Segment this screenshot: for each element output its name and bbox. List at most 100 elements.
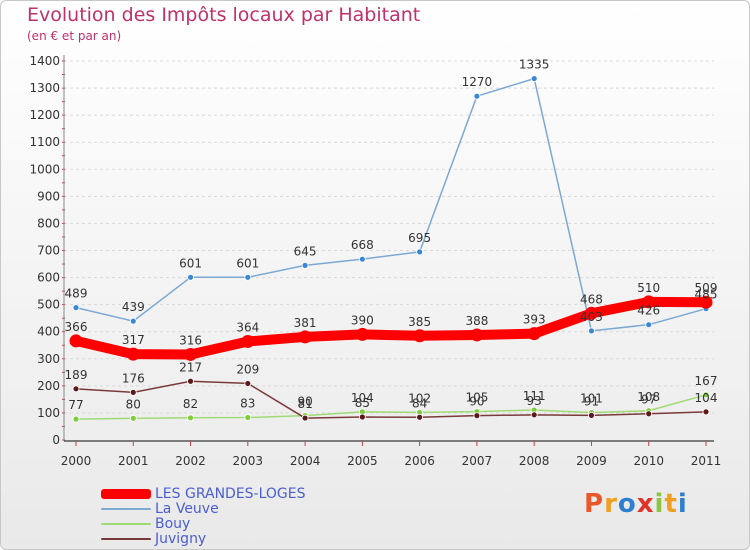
data-label: 668: [351, 238, 374, 252]
data-label: 601: [179, 256, 202, 270]
y-tick-label: 700: [37, 244, 60, 258]
data-label: 489: [65, 287, 88, 301]
data-point: [241, 334, 255, 348]
data-label: 101: [580, 392, 603, 406]
data-label: 601: [236, 256, 259, 270]
data-label: 381: [294, 316, 317, 330]
data-point: [187, 414, 194, 422]
data-point: [72, 385, 80, 393]
chart-subtitle: (en € et par an): [27, 29, 122, 43]
data-point: [530, 411, 538, 419]
data-point: [413, 329, 427, 343]
legend-item: Juvigny: [101, 531, 206, 547]
data-point: [301, 261, 309, 269]
data-point: [244, 273, 252, 281]
logo-letter: P: [584, 489, 605, 519]
data-point: [702, 391, 710, 399]
data-label: 645: [294, 244, 317, 258]
data-label: 80: [126, 397, 141, 411]
data-point: [702, 408, 710, 416]
data-label: 426: [637, 304, 660, 318]
legend-swatch: [101, 489, 151, 499]
y-tick-label: 1300: [29, 81, 60, 95]
data-label: 695: [408, 231, 431, 245]
data-point: [358, 255, 366, 263]
logo-letter: o: [617, 489, 637, 519]
data-point: [72, 415, 80, 423]
data-label: 102: [408, 391, 431, 405]
x-tick-label: 2002: [175, 454, 206, 468]
y-tick-label: 1200: [29, 108, 60, 122]
proxiti-logo: Proxiti: [584, 489, 688, 519]
data-point: [355, 327, 369, 341]
data-point: [244, 380, 252, 387]
data-label: 439: [122, 300, 145, 314]
series-line: [71, 296, 711, 360]
data-point: [358, 413, 366, 421]
data-label: 403: [580, 310, 603, 324]
data-label: 104: [351, 391, 374, 405]
y-tick-label: 600: [37, 271, 60, 285]
data-label: 83: [240, 397, 255, 411]
y-tick-label: 800: [37, 216, 60, 230]
data-label: 93: [527, 394, 542, 408]
data-label: 84: [412, 396, 427, 410]
x-tick-label: 2005: [347, 454, 378, 468]
data-label: 81: [297, 397, 312, 411]
legend-label: LES GRANDES-LOGES: [155, 486, 306, 502]
y-tick-label: 1000: [29, 162, 60, 176]
data-label: 390: [351, 313, 374, 327]
data-label: 317: [122, 333, 145, 347]
data-label: 316: [179, 333, 202, 347]
data-point: [584, 306, 598, 320]
x-tick-label: 2004: [290, 454, 321, 468]
x-tick-label: 2008: [519, 454, 550, 468]
y-tick-label: 100: [37, 406, 60, 420]
logo-letter: i: [677, 489, 688, 519]
data-label: 189: [65, 368, 88, 382]
y-tick-label: 500: [37, 298, 60, 312]
data-point: [416, 413, 424, 421]
data-point: [244, 414, 252, 421]
logo-letter: t: [664, 489, 678, 519]
data-point: [473, 412, 481, 420]
data-label: 468: [580, 292, 603, 306]
logo-letter: r: [604, 489, 618, 519]
legend-item: LES GRANDES-LOGES: [101, 486, 306, 502]
data-point: [72, 304, 80, 312]
data-label: 385: [408, 315, 431, 329]
data-point: [298, 330, 312, 344]
legend-label: Juvigny: [155, 531, 207, 547]
data-point: [301, 414, 309, 422]
data-point: [129, 388, 137, 396]
data-point: [645, 410, 653, 418]
x-tick-label: 2010: [633, 454, 664, 468]
series-line: [75, 380, 707, 419]
data-label: 1335: [519, 58, 550, 72]
data-point: [470, 328, 484, 342]
data-point: [473, 92, 481, 100]
y-tick-label: 1400: [29, 54, 60, 68]
data-label: 90: [297, 395, 312, 409]
legend-item: La Veuve: [101, 501, 219, 517]
data-point: [69, 334, 83, 348]
legend-swatch: [101, 508, 151, 510]
data-point: [416, 248, 424, 256]
data-point: [699, 295, 713, 309]
data-label: 485: [695, 288, 718, 302]
data-label: 388: [465, 314, 488, 328]
data-label: 1270: [462, 75, 493, 89]
legend-swatch: [101, 523, 151, 525]
y-tick-label: 200: [37, 379, 60, 393]
x-tick-label: 2009: [576, 454, 607, 468]
legend-label: La Veuve: [155, 501, 219, 517]
data-point: [530, 75, 538, 82]
y-tick-label: 1100: [29, 135, 60, 149]
x-tick-label: 2001: [118, 454, 149, 468]
legend-item: Bouy: [101, 516, 190, 532]
data-label: 209: [236, 362, 259, 376]
data-point: [187, 273, 194, 281]
data-label: 366: [65, 320, 88, 334]
x-tick-label: 2011: [691, 454, 722, 468]
